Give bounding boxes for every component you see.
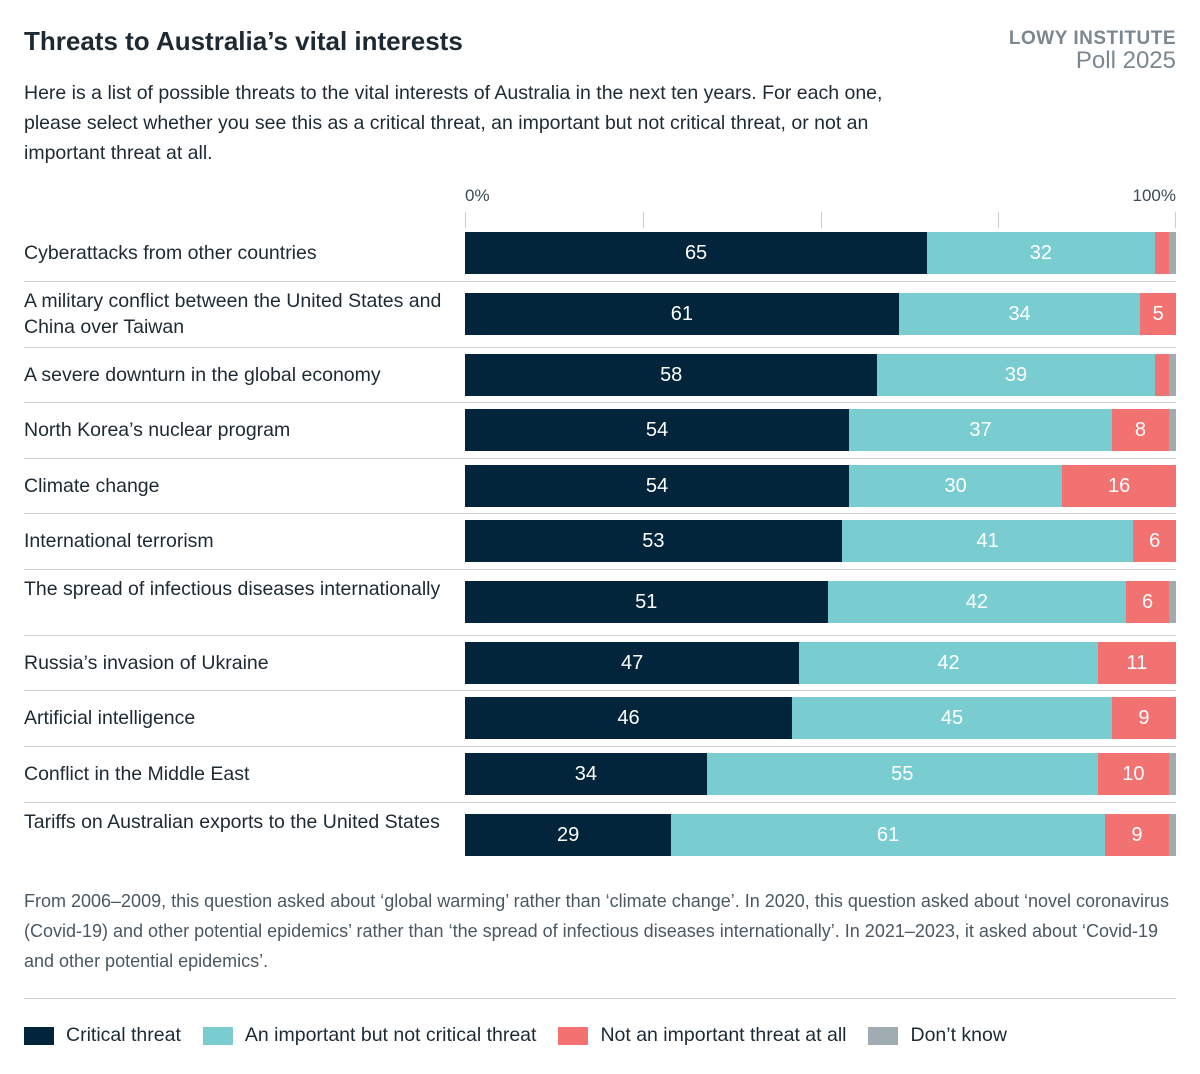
legend-item: Not an important threat at all [558,1024,846,1047]
bar-segment: 9 [1104,814,1169,856]
category-label: North Korea’s nuclear program [24,419,291,441]
brand-line2: Poll 2025 [1075,47,1176,74]
bar-segment: 6 [1126,581,1169,623]
category-label: Conflict in the Middle East [24,763,250,785]
chart-subtitle: Here is a list of possible threats to th… [24,82,883,164]
category-label: Tariffs on Australian exports to the Uni… [24,811,440,833]
bar-segment: 6 [1133,520,1176,562]
bar-segment: 29 [465,814,672,856]
bar-segment [1154,232,1169,274]
chart-title: Threats to Australia’s vital interests [24,26,463,56]
footnote: From 2006–2009, this question asked abou… [24,891,1170,971]
bar-segment: 34 [465,753,707,795]
bar-segment: 61 [671,814,1105,856]
bar-segment: 54 [465,409,849,451]
bar-segment: 9 [1112,697,1176,739]
bar-segment: 51 [465,581,828,623]
bar-segment: 53 [465,520,842,562]
bar-segment: 55 [706,753,1098,795]
legend: Critical threat An important but not crit… [24,1024,1007,1047]
row-separator [24,281,1176,282]
gridline [1175,212,1176,228]
legend-label: Not an important threat at all [600,1024,847,1046]
legend-swatch [202,1026,233,1045]
gridline [820,212,822,228]
bar-segment [1168,232,1176,274]
legend-label: An important but not critical threat [244,1024,537,1046]
legend-label: Don’t know [910,1024,1007,1046]
row-separator [24,569,1176,570]
bar-segment: 39 [877,354,1155,396]
brand-logo: LOWY INSTITUTE Poll 2025 [1008,28,1176,74]
gridline [465,212,466,228]
bar-segment [1154,354,1169,396]
bar-segment [1168,814,1176,856]
category-label: A severe downturn in the global economy [24,364,381,386]
legend-item: Critical threat [24,1024,181,1047]
bar-segment: 46 [465,697,793,739]
bar-segment: 47 [465,642,800,684]
legend-item: Don’t know [868,1024,1007,1047]
tick-label-100: 100% [1132,186,1176,205]
bar-segment: 58 [465,354,878,396]
gridline [642,212,644,228]
gridline [998,212,1000,228]
bar-segment [1168,581,1176,623]
bar-segment: 8 [1112,409,1169,451]
category-label: A military conflict between the United S… [24,290,442,338]
bar-segment: 42 [799,642,1098,684]
category-label: Cyberattacks from other countries [24,242,317,264]
divider [24,998,1176,999]
legend-swatch [558,1026,589,1045]
category-label: International terrorism [24,530,214,552]
legend-swatch [24,1026,54,1045]
tick-label-0: 0% [465,186,490,205]
bar-segment: 41 [841,520,1134,562]
bar-segment: 42 [827,581,1127,623]
bar-segment: 16 [1062,465,1176,507]
bar-segment: 54 [465,465,849,507]
bar-segment [1168,409,1176,451]
bar-segment: 45 [792,697,1112,739]
category-label: Climate change [24,475,160,497]
bar-segment: 37 [848,409,1112,451]
bar-segment: 61 [465,293,899,335]
bar-segment: 5 [1140,293,1176,335]
legend-label: Critical threat [66,1024,181,1046]
row-separator [24,690,1176,691]
category-label: Russia’s invasion of Ukraine [24,652,269,674]
category-label: The spread of infectious diseases intern… [24,578,441,600]
row-separator [24,802,1176,803]
brand-line1: LOWY INSTITUTE [1008,28,1176,49]
row-separator [24,635,1176,636]
legend-item: An important but not critical threat [202,1024,537,1047]
bar-segment: 10 [1097,753,1169,795]
bar-segment: 34 [898,293,1141,335]
row-separator [24,458,1176,459]
bar-segment [1168,354,1176,396]
row-separator [24,746,1176,747]
bar-segment: 65 [465,232,928,274]
row-separator [24,347,1176,348]
bar-segment: 11 [1097,642,1176,684]
category-label: Artificial intelligence [24,707,196,729]
row-separator [24,402,1176,403]
row-separator [24,513,1176,514]
legend-swatch [868,1026,899,1045]
bar-segment: 30 [848,465,1063,507]
bar-segment: 32 [927,232,1155,274]
bar-segment [1168,753,1176,795]
